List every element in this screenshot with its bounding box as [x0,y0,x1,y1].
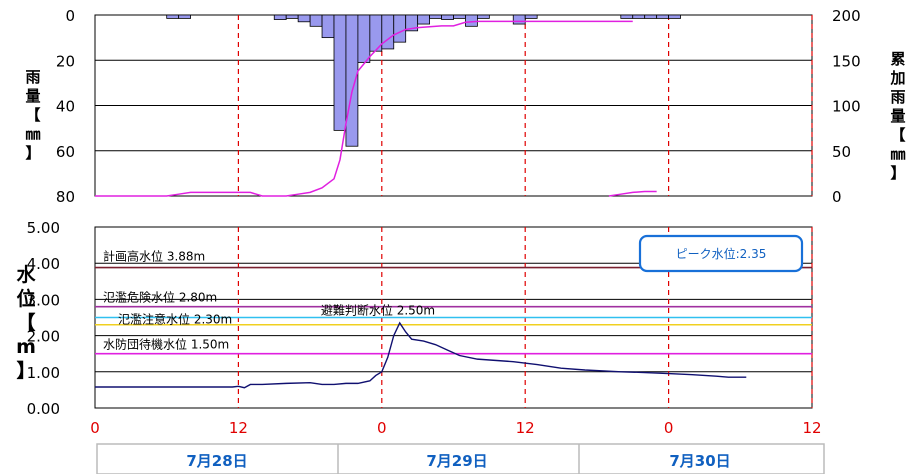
level-label: 氾濫注意水位 2.30m [118,312,232,327]
water-y-tick: 3.00 [27,291,60,309]
water-y-tick: 0.00 [27,400,60,418]
water-y-tick: 2.00 [27,328,60,346]
rain-bar [297,14,311,23]
cum-y-tick: 0 [832,188,842,206]
hour-tick: 12 [802,419,821,437]
rain-y-tick: 0 [65,7,75,25]
level-label: 氾濫危険水位 2.80m [103,290,217,305]
axis-label-char: 雨 [890,88,905,106]
water-y-tick: 1.00 [27,364,60,382]
cumulative-rainfall-line [95,20,657,197]
axis-label-char: m [16,336,36,358]
cum-y-tick: 200 [832,7,861,25]
axis-labels: 0 20 40 60 80 200 150 100 50 0 5.00 4.00 3.00 2.00 1.0… [16,7,905,437]
date-row: 7月28日 7月29日 7月30日 [96,443,825,474]
rain-bar [285,14,299,19]
axis-label-char: 雨 [25,68,40,86]
axis-label-char: 】 [890,164,905,182]
axis-label-char: 累 [890,50,905,68]
cum-y-label: 累加雨量【㎜】 [889,50,905,182]
date-row-frame [96,443,825,474]
rain-bar [668,14,681,19]
axis-label-char: 【 [890,126,905,144]
water-level-line: ピーク水位:2.35 [95,234,804,389]
axis-label-char: 水 [16,264,36,286]
cumulative-rain-line [95,20,633,197]
axis-label-char: 量 [890,107,905,125]
water-y-tick: 5.00 [27,219,60,237]
cum-y-tick: 50 [832,143,851,161]
date-cell: 7月29日 [426,452,487,470]
rain-y-label: 雨量【㎜】 [25,68,40,162]
rainfall-grid [94,14,813,197]
rain-bar [381,14,395,50]
cumulative-rain-line-tail [608,190,657,197]
level-label: 計画高水位 3.88m [103,249,205,264]
rain-y-tick: 80 [56,188,75,206]
rain-bar [524,14,538,19]
water-level-line [95,321,747,389]
rain-bar [178,14,191,19]
rain-bar [656,14,670,19]
axis-label-char: ㎜ [25,125,40,143]
hour-tick: 12 [516,419,535,437]
axis-label-char: 量 [25,87,40,105]
axis-label-char: 】 [16,359,35,382]
water-y-tick: 4.00 [27,255,60,273]
rain-y-tick: 60 [56,143,75,161]
rain-bar [632,14,646,19]
hour-tick: 12 [229,419,248,437]
hour-tick: 0 [664,419,674,437]
rain-bar [476,14,490,19]
rain-bar [429,14,442,19]
date-cell: 7月30日 [669,452,730,470]
rain-bar [620,14,634,19]
axis-label-char: 加 [889,69,905,87]
water-y-label: 水位【 m】 [16,264,36,382]
level-label: 水防団待機水位 1.50m [103,337,229,352]
hour-tick: 0 [90,419,100,437]
rain-bar [273,14,287,20]
level-label: 避難判断水位 2.50m [321,303,435,318]
cum-y-tick: 100 [832,98,861,116]
peak-label: ピーク水位:2.35 [676,246,767,261]
rain-bar [333,14,347,131]
rain-bar [441,14,454,20]
hour-tick: 0 [377,419,387,437]
peak-box [638,234,804,273]
rain-bar [309,14,323,27]
rain-bar [512,14,526,25]
axis-label-char: 【 [25,106,40,124]
rain-y-tick: 20 [56,52,75,70]
rain-bar [465,14,478,27]
axis-label-char: 位 [16,287,35,310]
hourly-rainfall-bars [166,14,681,147]
axis-label-char: 】 [25,144,40,162]
rain-bar [393,14,407,43]
rain-bar [357,14,371,63]
rain-bar [345,14,359,147]
axis-label-char: 【 [16,311,35,334]
cum-y-tick: 150 [832,52,861,70]
rain-bar [321,14,335,39]
rain-bar [453,14,466,19]
rain-bar [417,14,430,25]
rain-bar [644,14,658,19]
rain-bar [166,14,180,19]
axis-label-char: ㎜ [890,145,905,163]
date-cell: 7月28日 [186,452,247,470]
rain-y-tick: 40 [56,98,75,116]
